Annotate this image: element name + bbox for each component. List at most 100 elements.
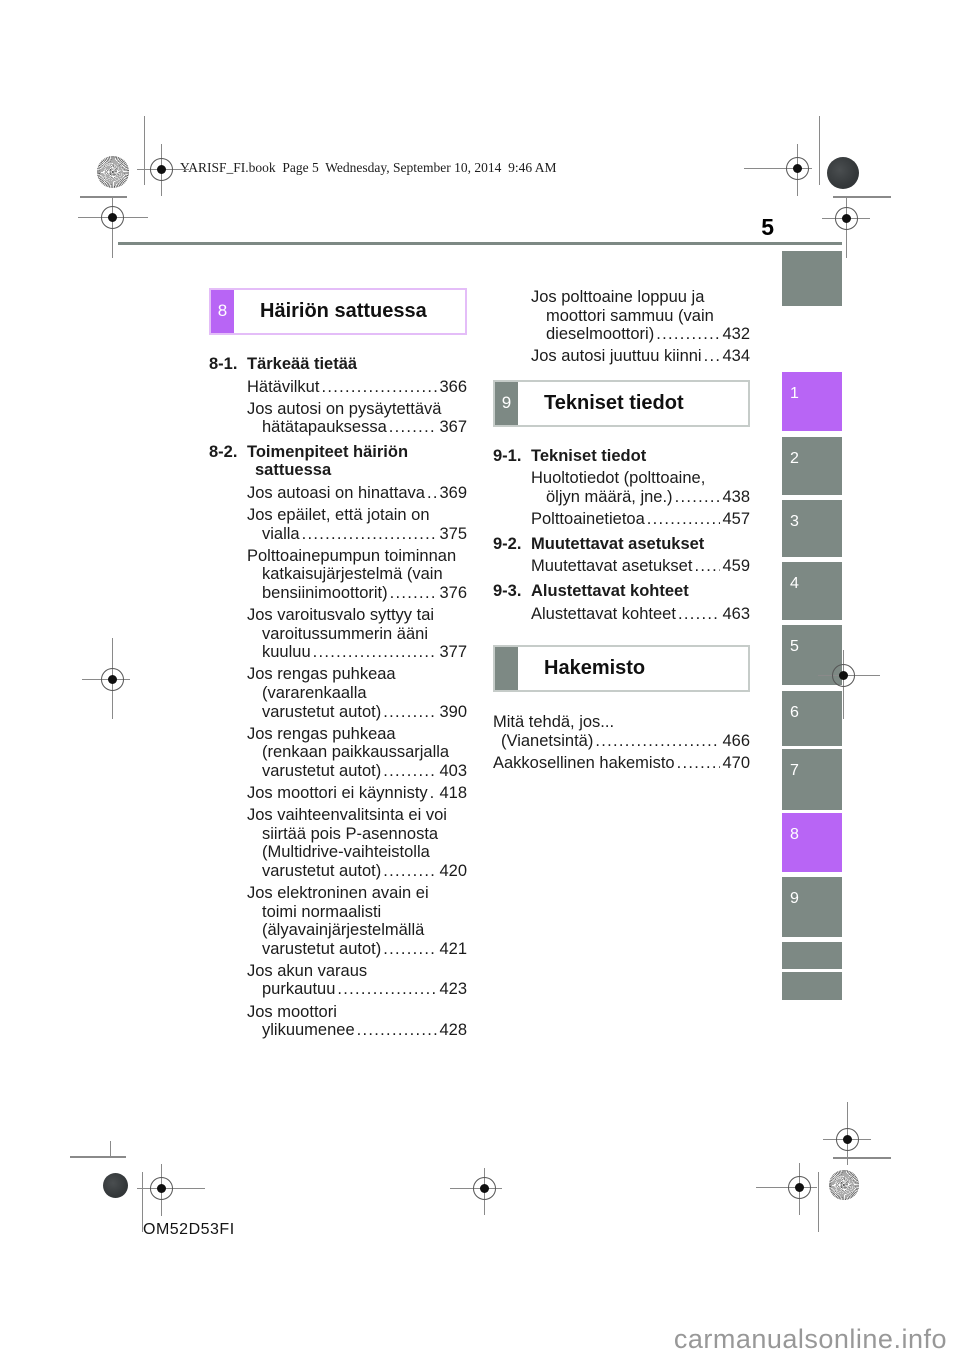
toc-entry-line: Jos rengas puhkeaa	[247, 665, 396, 684]
crosshair-dot-icon	[479, 1183, 489, 1193]
toc-entry-line: siirtää pois P-asennosta	[262, 824, 439, 843]
dot-leader: ........................................…	[676, 753, 721, 772]
section-title: Häiriön sattuessa	[260, 300, 427, 323]
toc-entry-line: Jos akun varaus	[247, 961, 368, 980]
page-ref: 466	[722, 731, 750, 750]
toc-entry: Polttoainetietoa........................…	[531, 510, 750, 529]
toc-entry-text: kuuluu	[262, 643, 311, 662]
toc-entry-line: Jos varoitusvalo syttyy tai	[247, 606, 435, 625]
crop-line	[70, 1156, 126, 1158]
toc-entry-line: Alustettavat kohteet....................…	[531, 605, 750, 624]
dot-leader: ........................................…	[703, 347, 721, 366]
crosshair-dot-icon	[156, 164, 166, 174]
toc-entry-text: varustetut autot)	[262, 702, 382, 721]
crosshair-ring-icon	[150, 1177, 173, 1200]
toc-group-header: 9-3. Alustettavat kohteet	[493, 582, 750, 601]
toc-entry-line: Jos polttoaine loppuu ja	[531, 288, 705, 306]
page-ref: 403	[439, 761, 467, 780]
toc-entry: Jos moottoriylikuumenee.................…	[247, 1003, 467, 1040]
toc-entry-line: Huoltotiedot (polttoaine,	[531, 469, 706, 488]
crosshair-dot-icon	[841, 213, 851, 223]
chapter-tab-number: 3	[790, 513, 799, 530]
crop-line	[818, 1172, 819, 1232]
toc-entry-text: Jos moottori ei käynnisty	[247, 783, 428, 802]
section-number-tile: 8	[211, 290, 234, 333]
crosshair-dot-icon	[842, 1134, 852, 1144]
toc-entry-line: varustetut autot).......................…	[262, 762, 467, 781]
crop-line	[833, 196, 891, 198]
page-ref: 459	[722, 557, 750, 576]
toc-entry-line: katkaisujärjestelmä (vain	[262, 565, 443, 584]
toc-entry: Hätävilkut..............................…	[247, 378, 467, 397]
crop-line	[144, 116, 145, 185]
chapter-tab-8: 8	[782, 813, 842, 872]
page-ref: 428	[439, 1021, 467, 1040]
toc-entry-line: bensiinimoottorit)......................…	[262, 584, 467, 603]
dot-leader: ........................................…	[694, 557, 720, 576]
toc-entry-line: (Multidrive-vaihteistolla	[262, 843, 430, 862]
toc-entry-line: Muutettavat asetukset...................…	[531, 557, 750, 576]
crosshair-ring-icon	[788, 1176, 811, 1199]
dot-leader: ........................................…	[389, 584, 438, 603]
toc-entry-text: Jos autoasi on hinattava	[247, 484, 425, 503]
toc-entry-text: Jos autosi juuttuu kiinni	[531, 347, 702, 366]
toc-entry-line: toimi normaalisti	[262, 902, 382, 921]
toc-entry: Polttoainepumpun toiminnan katkaisujärjes…	[247, 547, 467, 603]
ink-circle-icon	[102, 1172, 128, 1198]
section-title: Tekniset tiedot	[544, 392, 684, 415]
chapter-tab-number: 4	[790, 575, 799, 592]
toc-entry: Mitä tehdä, jos... (Vianetsintä).........…	[493, 713, 750, 750]
toc-entry-line: ylikuumenee.............................…	[262, 1021, 467, 1040]
chapter-tab-number: 8	[790, 826, 799, 843]
toc-entry: Alustettavat kohteet....................…	[531, 605, 750, 624]
dot-leader: ........................................…	[674, 488, 721, 507]
toc-group: 9-3. Alustettavat kohteet Alustettavat koh…	[493, 582, 750, 623]
toc-entry-text: varustetut autot)	[262, 761, 382, 780]
dot-leader: ........................................…	[337, 980, 438, 999]
toc-entry: Jos varoitusvalo syttyy tai varoitussumme…	[247, 606, 467, 662]
starburst-circle-icon	[829, 1170, 859, 1200]
dot-leader: ........................................…	[677, 604, 721, 623]
page-number: 5	[761, 214, 774, 240]
dot-leader: ........................................…	[429, 783, 438, 802]
toc-group-entries: Hätävilkut..............................…	[209, 378, 467, 437]
toc-entry: Jos epäilet, että jotain on vialla.......…	[247, 506, 467, 543]
toc-entry-text: Aakkosellinen hakemisto	[493, 753, 675, 772]
page-ref: 457	[722, 510, 750, 529]
crosshair-dot-icon	[156, 1183, 166, 1193]
chapter-tab-number: 9	[790, 890, 799, 907]
crosshair-dot-icon	[792, 163, 802, 173]
crop-line	[833, 1157, 891, 1159]
toc-groups-right: 9-1. Tekniset tiedot Huoltotiedot (polttoa…	[493, 447, 750, 623]
page-ref: 375	[439, 524, 467, 543]
section-header-box-index: Hakemisto	[493, 645, 750, 693]
toc-groups-left: 8-1. Tärkeää tietää Hätävilkut............…	[209, 355, 467, 1040]
dot-leader: ........................................…	[301, 524, 438, 543]
toc-group-title: Toimenpiteet häiriön	[247, 442, 409, 461]
section-title: Hakemisto	[544, 657, 646, 680]
crop-line	[142, 1172, 143, 1232]
print-header-line: YARISF_FI.book Page 5 Wednesday, Septemb…	[180, 160, 557, 175]
chapter-tab-number: 1	[790, 385, 799, 402]
dot-leader: ........................................…	[388, 418, 438, 437]
toc-entry: Jos vaihteenvalitsinta ei voi siirtää poi…	[247, 806, 467, 880]
toc-group-label: 9-2.	[493, 534, 522, 553]
page-ref: 366	[439, 377, 467, 396]
toc-entry-line: Jos rengas puhkeaa	[247, 724, 396, 743]
chapter-tab-3: 3	[782, 500, 842, 557]
toc-entry-line: öljyn määrä, jne.)......................…	[546, 488, 750, 507]
toc-entry-line: Hätävilkut..............................…	[247, 378, 467, 397]
crosshair-ring-icon	[473, 1177, 496, 1200]
dot-leader: ........................................…	[646, 510, 721, 529]
toc-column-right: Jos polttoaine loppuu ja moottori sammuu …	[493, 288, 750, 776]
toc-entry-line: (vararenkaalla	[262, 684, 367, 702]
toc-entry-line: Aakkosellinen hakemisto.................…	[493, 754, 750, 773]
crosshair-ring-icon	[832, 664, 855, 687]
toc-group-header: 9-2. Muutettavat asetukset	[493, 535, 750, 554]
crosshair-ring-icon	[786, 157, 809, 180]
toc-entry: Jos moottori ei käynnisty...............…	[247, 784, 467, 803]
section-number-tile-blank	[495, 647, 518, 691]
toc-entry-text: vialla	[262, 524, 300, 543]
crosshair-dot-icon	[838, 670, 848, 680]
page-ref: 470	[722, 753, 750, 772]
